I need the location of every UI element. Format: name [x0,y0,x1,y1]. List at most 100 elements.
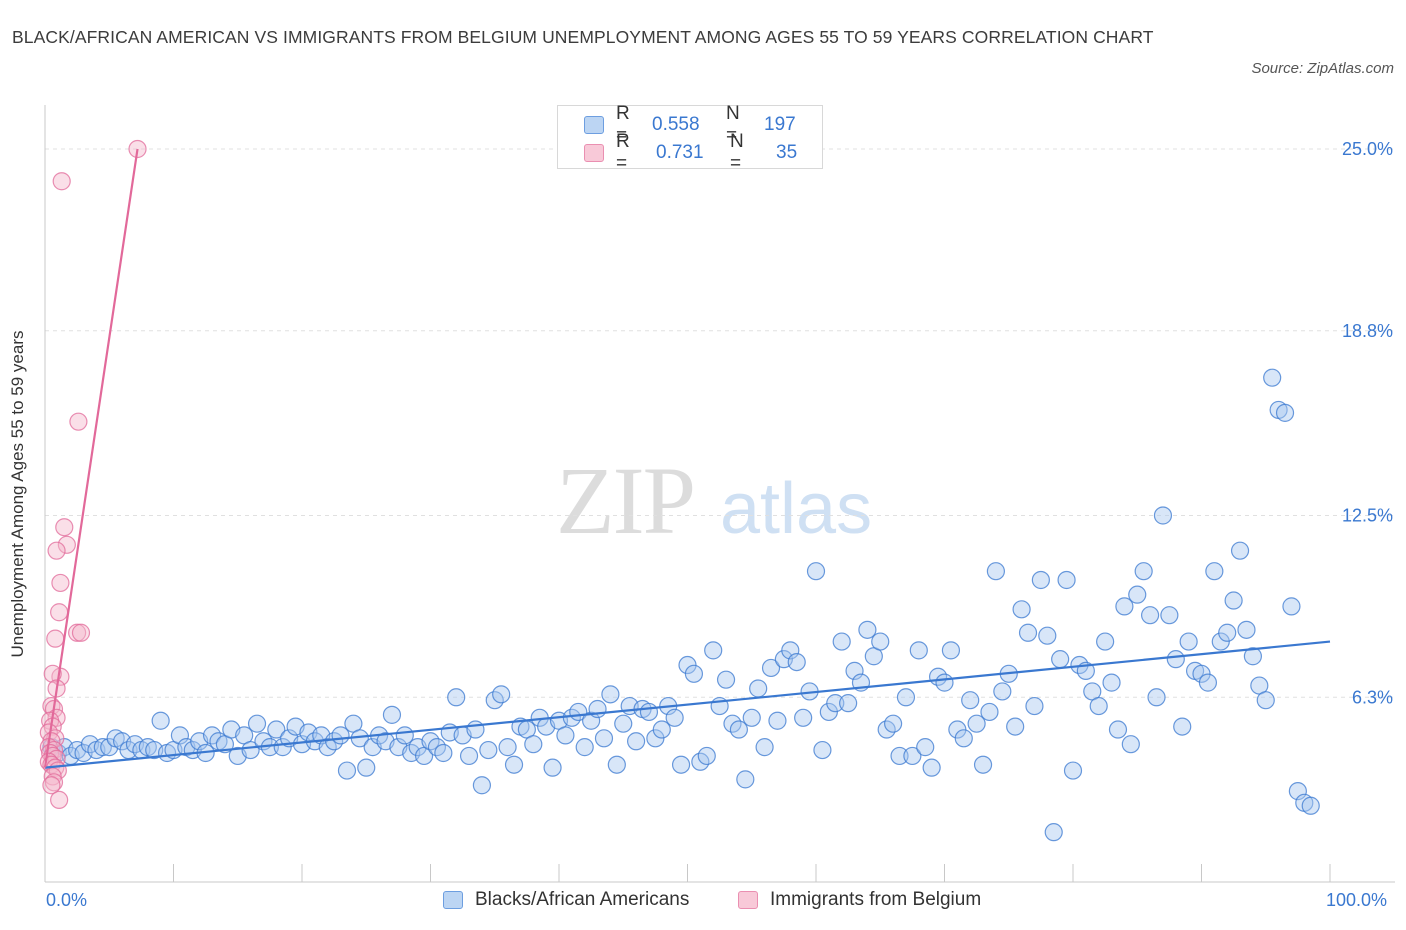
legend-n-label: N = [726,103,740,146]
data-point [742,708,761,727]
data-point [601,685,620,704]
data-point [556,726,575,745]
data-point [967,714,986,733]
data-point [1153,506,1173,525]
data-point [1057,570,1076,590]
bottom-legend-label-pink: Immigrants from Belgium [770,889,982,910]
data-point [704,641,723,660]
x-tick-label-min: 0.0% [46,890,88,910]
axes [44,105,1395,883]
data-point [1166,650,1185,669]
data-point [736,770,755,789]
data-point [614,714,633,733]
data-point [729,720,749,739]
data-point [498,738,517,757]
legend-swatch-pink [584,144,604,162]
data-point [973,755,993,774]
x-tick-label-max: 100.0% [1326,890,1388,910]
legend-row-pink: R = 0.731 N = 35 [584,131,798,174]
data-point [993,682,1012,701]
data-point [832,632,851,651]
data-point [639,702,659,722]
data-point [941,641,961,660]
data-point [50,790,69,810]
data-point [755,738,774,757]
data-point [1147,688,1166,707]
data-point [896,688,916,707]
data-point [749,679,768,698]
data-point [50,603,69,622]
data-point [1115,597,1134,616]
bottom-legend-blue: Blacks/African Americans [443,889,689,911]
data-point [151,711,170,730]
data-point [1224,591,1243,610]
data-point [1044,823,1063,842]
bottom-legend-label-blue: Blacks/African Americans [475,889,690,910]
data-point [626,732,646,751]
watermark-zip: ZIP [556,447,696,554]
bottom-legend-pink: Immigrants from Belgium [738,889,981,911]
data-point [382,705,402,724]
data-point [575,738,594,757]
data-point [671,755,691,774]
data-point [961,691,980,710]
data-point [890,746,909,766]
data-point [1128,585,1147,604]
data-point [504,755,524,774]
data-point [1173,717,1192,736]
y-tick-label: 6.3% [1352,687,1393,707]
data-point [447,688,466,707]
data-point [46,629,65,648]
y-tick-labels: 6.3% 12.5% 18.8% 25.0% [1342,139,1393,707]
data-point [716,670,736,689]
data-point [337,761,357,780]
y-tick-label: 12.5% [1342,505,1393,525]
data-point [845,661,864,680]
data-point [980,702,999,722]
data-point [1096,632,1115,651]
legend-n-label: N = [730,131,744,174]
data-point [434,743,453,763]
data-point [71,623,91,642]
data-point [1031,570,1050,590]
data-point [1179,632,1198,651]
data-point [1301,796,1320,815]
data-point [813,740,832,760]
legend-n-value-pink: 35 [776,142,798,163]
data-point [922,758,941,777]
data-point [697,746,716,766]
legend-r-value-blue: 0.558 [652,114,700,135]
data-point [1025,696,1044,716]
data-point [68,623,87,642]
data-point [916,738,935,757]
data-point [47,541,66,560]
data-point [684,664,704,683]
data-point [652,720,671,739]
data-point [787,652,806,672]
data-point [459,746,479,766]
data-point [1263,368,1282,387]
trend-lines [43,148,1331,769]
data-point [1218,623,1237,642]
data-point [768,711,787,730]
data-point [55,518,74,537]
data-point [806,562,826,581]
y-tick-label: 18.8% [1342,321,1393,341]
series-belgium-points [39,139,147,810]
data-point [57,535,76,554]
data-point [43,664,62,683]
data-point [1243,647,1263,666]
data-point [1237,620,1256,639]
data-point [909,641,928,660]
y-axis-label: Unemployment Among Ages 55 to 59 years [8,330,27,658]
legend-row-blue: R = 0.558 N = 197 [584,103,796,146]
legend-r-label: R = [616,103,630,146]
data-point [51,573,70,593]
data-point [665,708,684,727]
data-point [1063,761,1083,780]
data-point [267,720,286,739]
data-point [1140,606,1160,625]
chart-title: BLACK/AFRICAN AMERICAN VS IMMIGRANTS FRO… [12,27,1154,47]
data-point [1134,562,1153,581]
legend-r-value-pink: 0.731 [656,142,704,163]
